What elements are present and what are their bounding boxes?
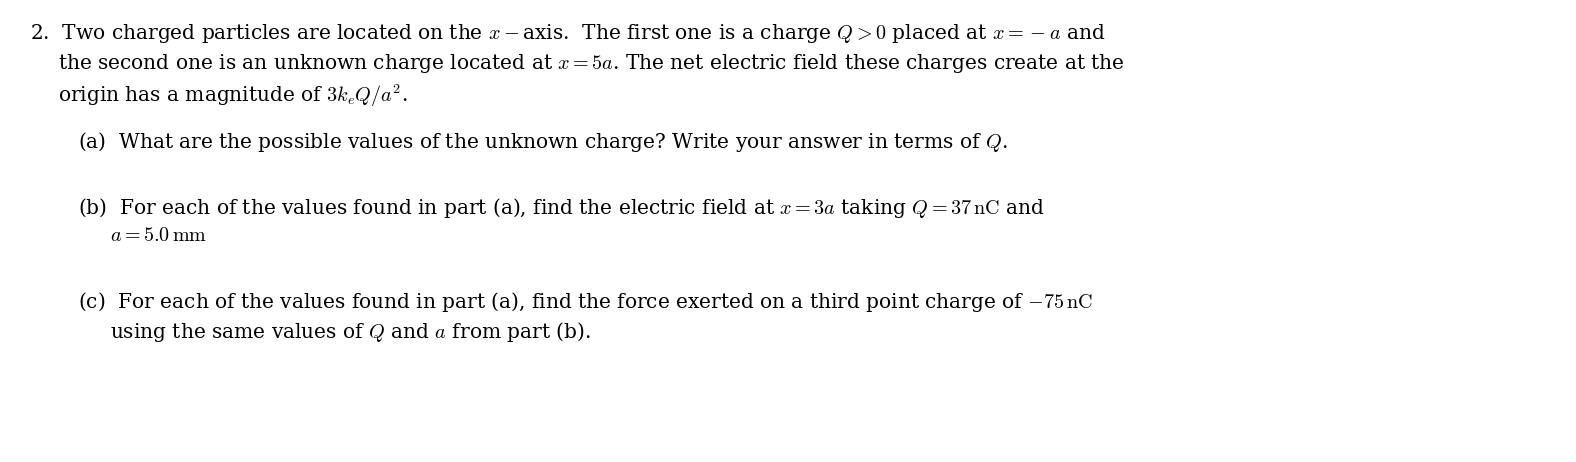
Text: the second one is an unknown charge located at $x = 5a$. The net electric field : the second one is an unknown charge loca…	[58, 52, 1125, 75]
Text: using the same values of $Q$ and $a$ from part (b).: using the same values of $Q$ and $a$ fro…	[110, 320, 591, 344]
Text: (a)  What are the possible values of the unknown charge? Write your answer in te: (a) What are the possible values of the …	[77, 130, 1007, 154]
Text: $a = 5.0\,\mathrm{mm}$: $a = 5.0\,\mathrm{mm}$	[110, 226, 206, 245]
Text: 2.  Two charged particles are located on the $x-$axis.  The first one is a charg: 2. Two charged particles are located on …	[30, 22, 1105, 45]
Text: (b)  For each of the values found in part (a), find the electric field at $x = 3: (b) For each of the values found in part…	[77, 196, 1045, 220]
Text: origin has a magnitude of $3k_eQ/a^2$.: origin has a magnitude of $3k_eQ/a^2$.	[58, 82, 408, 109]
Text: (c)  For each of the values found in part (a), find the force exerted on a third: (c) For each of the values found in part…	[77, 290, 1092, 314]
